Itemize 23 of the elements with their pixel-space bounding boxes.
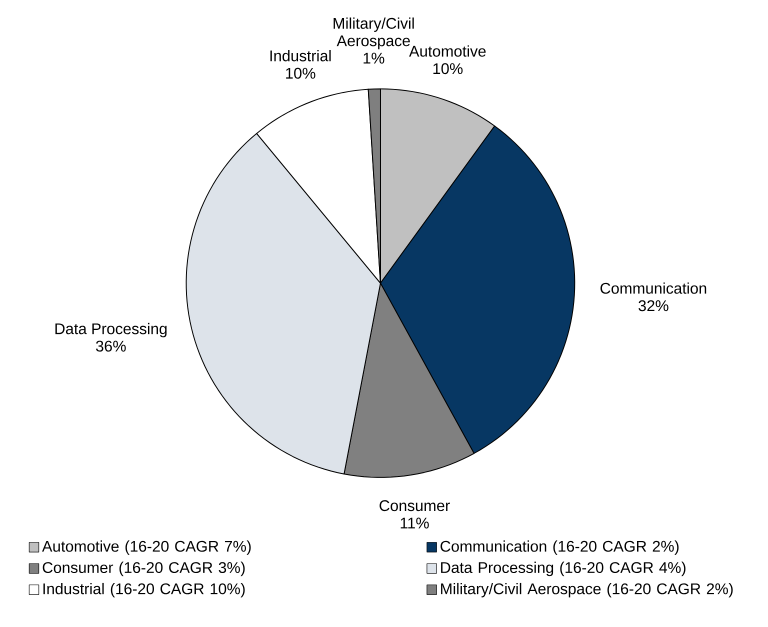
text: (16-20 CAGR 4%) — [560, 562, 686, 576]
data-label: 32% — [638, 300, 668, 312]
slice-label: Data Processing — [55, 322, 167, 338]
legend-label: Consumer — [42, 562, 114, 573]
legend-label: Communication — [440, 540, 546, 552]
data-label: 1% — [364, 52, 384, 64]
text: (16-20 CAGR 2%) — [607, 582, 733, 598]
text: (16-20 CAGR 3%) — [119, 562, 245, 576]
text: (16-20 CAGR 2%) — [553, 540, 679, 555]
data-label: 36% — [96, 340, 126, 352]
text: (16-20 CAGR 10%) — [110, 582, 245, 598]
slice-label: Automotive — [409, 45, 486, 57]
data-label: 10% — [286, 68, 316, 79]
legend-label: Data Processing — [441, 562, 554, 576]
text: (16-20 CAGR 7%) — [125, 540, 251, 555]
slice-label: Communication — [600, 282, 706, 294]
slice-label: Industrial — [270, 50, 331, 62]
legend-label: Industrial — [43, 582, 104, 594]
data-label: 11% — [400, 518, 429, 528]
legend-label: Automotive — [42, 540, 119, 552]
data-label: 10% — [433, 63, 463, 74]
legend-label: Military/Civil Aerospace — [441, 582, 601, 598]
slice-label: Consumer — [380, 500, 450, 512]
